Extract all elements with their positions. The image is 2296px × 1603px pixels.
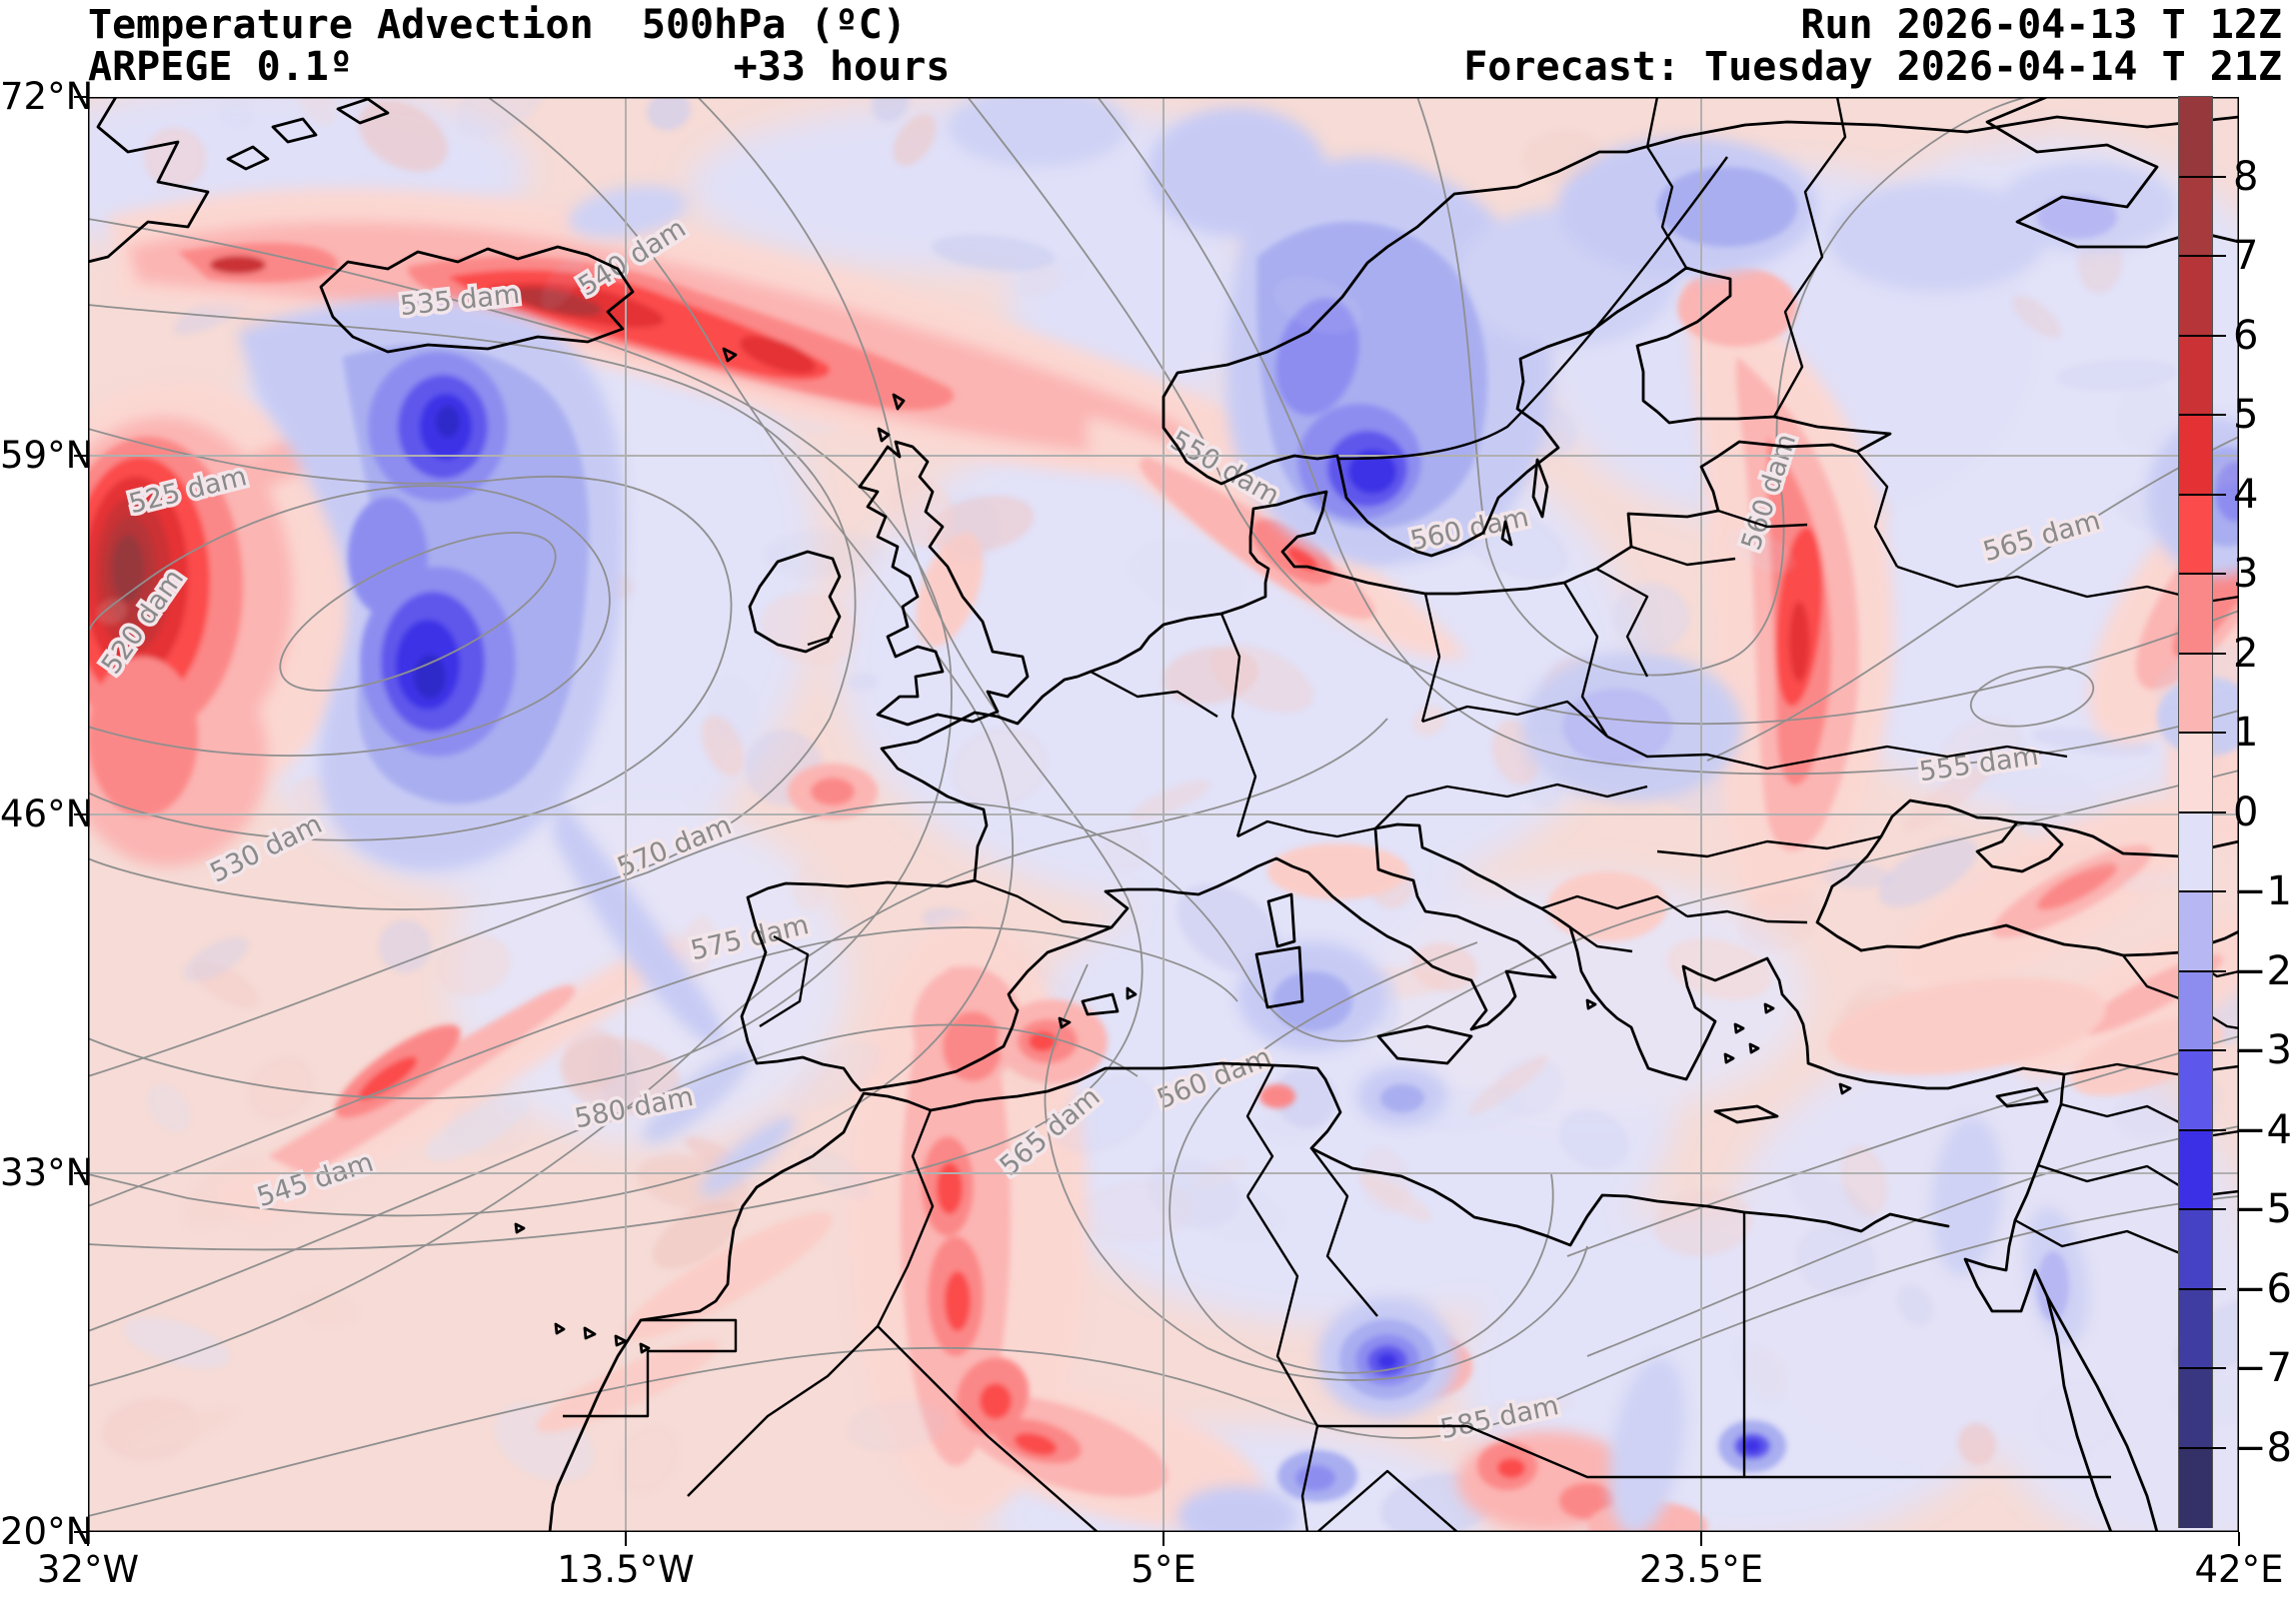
colorbar-tick xyxy=(2179,573,2226,575)
colorbar-tick xyxy=(2179,1446,2226,1449)
colorbar-tick-label: −3 xyxy=(2233,1027,2292,1073)
colorbar-tick-label: −4 xyxy=(2233,1106,2292,1153)
colorbar-tick xyxy=(2179,414,2226,416)
colorbar-tick-label: 8 xyxy=(2233,153,2259,200)
colorbar-segment xyxy=(2179,1209,2212,1290)
colorbar-segment xyxy=(2179,97,2212,178)
lat-tick xyxy=(74,455,88,457)
colorbar-segment xyxy=(2179,970,2212,1051)
colorbar-tick-label: 2 xyxy=(2233,630,2259,677)
colorbar-tick xyxy=(2179,1208,2226,1210)
colorbar-tick xyxy=(2179,652,2226,655)
colorbar-segment xyxy=(2179,811,2212,892)
colorbar-tick xyxy=(2179,175,2226,178)
run-label: Run 2026-04-13 T 12Z xyxy=(1800,2,2282,48)
colorbar-tick-label: −2 xyxy=(2233,947,2292,994)
lon-tick-label: 13.5°W xyxy=(557,1548,695,1591)
lon-tick xyxy=(87,1532,89,1546)
model-label: ARPEGE 0.1º xyxy=(88,44,353,90)
colorbar-tick xyxy=(2179,890,2226,892)
colorbar-tick xyxy=(2179,969,2226,972)
colorbar-segment xyxy=(2179,574,2212,655)
colorbar-tick-label: −6 xyxy=(2233,1265,2292,1312)
lat-tick-label: 33°N xyxy=(0,1151,94,1194)
colorbar-segment xyxy=(2179,1129,2212,1210)
colorbar-segment xyxy=(2179,1288,2212,1369)
colorbar-tick xyxy=(2179,334,2226,337)
colorbar-tick-label: 7 xyxy=(2233,233,2259,279)
colorbar-tick-label: 5 xyxy=(2233,392,2259,438)
colorbar-tick-label: −8 xyxy=(2233,1424,2292,1471)
colorbar-segment xyxy=(2179,1050,2212,1131)
chart-title: Temperature Advection 500hPa (ºC) xyxy=(88,2,907,48)
colorbar-tick xyxy=(2179,1367,2226,1369)
map-area: 535 dam 540 dam 525 dam 520 dam 530 dam 545 d… xyxy=(86,95,2241,1534)
colorbar xyxy=(2178,96,2213,1528)
colorbar-segment xyxy=(2179,1447,2212,1528)
coastlines xyxy=(88,97,2239,1532)
colorbar-tick xyxy=(2179,810,2226,813)
forecast-label: Forecast: Tuesday 2026-04-14 T 21Z xyxy=(1463,44,2282,90)
lon-tick-label: 23.5°E xyxy=(1638,1548,1764,1591)
colorbar-segment xyxy=(2179,733,2212,813)
colorbar-tick-label: −7 xyxy=(2233,1345,2292,1391)
colorbar-tick-label: −1 xyxy=(2233,868,2292,914)
lon-tick-label: 42°E xyxy=(2194,1548,2284,1591)
colorbar-tick xyxy=(2179,255,2226,257)
colorbar-tick-label: 6 xyxy=(2233,312,2259,359)
lat-tick-label: 20°N xyxy=(0,1510,94,1553)
lon-tick-label: 32°W xyxy=(36,1548,140,1591)
colorbar-tick xyxy=(2179,1287,2226,1290)
lat-tick xyxy=(74,96,88,98)
colorbar-tick-label: 3 xyxy=(2233,551,2259,597)
colorbar-tick xyxy=(2179,732,2226,734)
lon-tick xyxy=(1162,1532,1164,1546)
lat-tick xyxy=(74,1172,88,1174)
colorbar-tick xyxy=(2179,493,2226,496)
colorbar-segment xyxy=(2179,176,2212,257)
lat-tick-label: 59°N xyxy=(0,434,94,477)
lon-tick-label: 5°E xyxy=(1131,1548,1196,1591)
lead-time-label: +33 hours xyxy=(733,44,951,90)
cold-advection-layer xyxy=(238,97,2239,1532)
lon-tick xyxy=(2238,1532,2240,1546)
colorbar-segment xyxy=(2179,1368,2212,1449)
colorbar-segment xyxy=(2179,494,2212,575)
colorbar-segment xyxy=(2179,415,2212,496)
colorbar-tick-label: 1 xyxy=(2233,710,2259,756)
lon-tick xyxy=(625,1532,627,1546)
country-borders xyxy=(563,97,2239,1532)
colorbar-tick xyxy=(2179,1128,2226,1131)
colorbar-segment xyxy=(2179,335,2212,416)
graticule xyxy=(88,97,2239,1532)
colorbar-segment xyxy=(2179,891,2212,972)
colorbar-tick-label: 0 xyxy=(2233,789,2259,835)
colorbar-segment xyxy=(2179,256,2212,337)
lat-tick xyxy=(74,813,88,815)
colorbar-tick-label: −5 xyxy=(2233,1186,2292,1232)
lon-tick xyxy=(1700,1532,1702,1546)
lat-tick xyxy=(74,1531,88,1533)
colorbar-tick-label: 4 xyxy=(2233,471,2259,518)
colorbar-segment xyxy=(2179,653,2212,734)
colorbar-tick xyxy=(2179,1049,2226,1051)
lat-tick-label: 46°N xyxy=(0,793,94,835)
lat-tick-label: 72°N xyxy=(0,75,94,118)
